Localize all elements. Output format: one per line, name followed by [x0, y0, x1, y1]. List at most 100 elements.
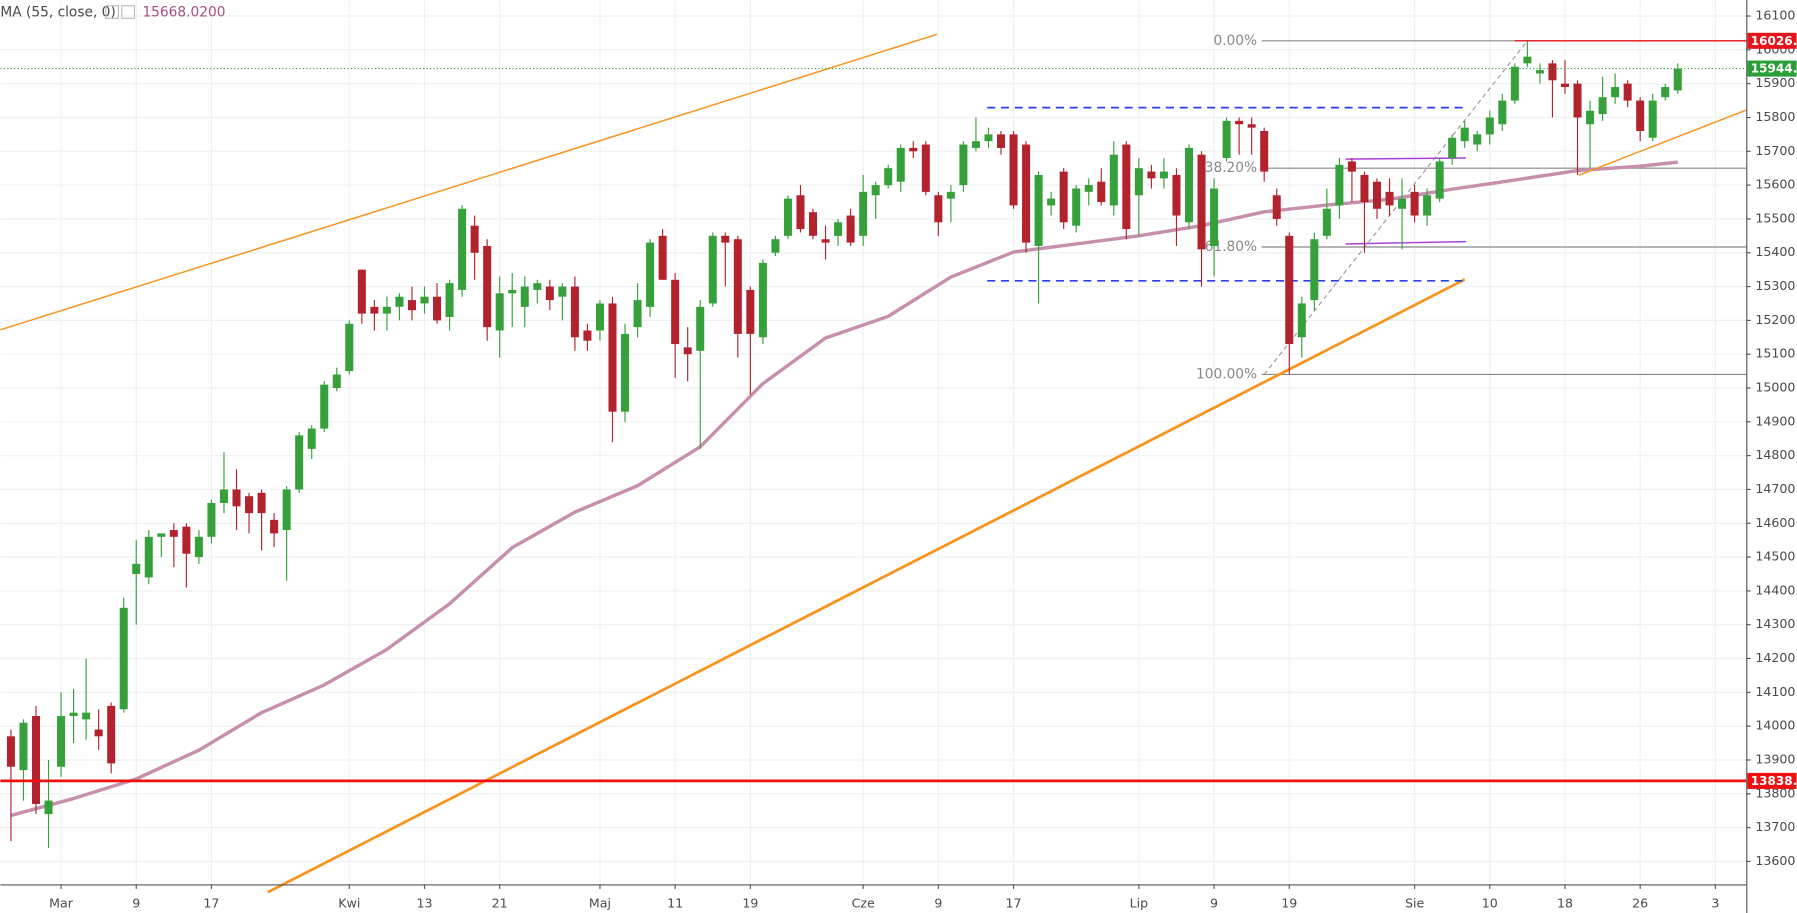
candle-body [107, 705, 116, 764]
y-tick-label: 14400 [1755, 582, 1795, 597]
candle-body [758, 262, 767, 338]
candle-body [307, 428, 316, 449]
x-tick-label: 17 [1006, 895, 1022, 910]
candle-body [1197, 154, 1206, 250]
y-tick-label: 13800 [1755, 785, 1795, 800]
candle-body [357, 269, 366, 314]
x-tick-label: 11 [667, 895, 683, 910]
candle-body [671, 279, 680, 345]
candle-body [633, 300, 642, 328]
candle-body [959, 144, 968, 186]
candle-body [1147, 171, 1156, 179]
candle-body [846, 215, 855, 243]
candle-body [1172, 174, 1181, 216]
grid [0, 0, 1747, 885]
trend-line [1345, 240, 1466, 245]
candle-body [1636, 100, 1645, 132]
y-tick-label: 14300 [1755, 616, 1795, 631]
candle-body [445, 283, 454, 317]
y-tick-label: 15400 [1755, 244, 1795, 259]
candle-body [1460, 127, 1469, 142]
candle-body [144, 536, 153, 578]
candle-body [508, 289, 517, 294]
candle-body [1661, 87, 1670, 98]
candle-body [1673, 68, 1682, 91]
candle-body [834, 222, 843, 236]
candle-body [783, 198, 792, 236]
y-tick-label: 14700 [1755, 481, 1795, 496]
settings-icon[interactable] [105, 5, 119, 19]
y-tick-label: 15300 [1755, 278, 1795, 293]
x-tick-label: Kwi [338, 895, 360, 910]
trend-line [1345, 157, 1466, 160]
candle-body [1159, 171, 1168, 179]
candle-body [996, 134, 1006, 148]
price-label: 13838.1 [1751, 774, 1797, 788]
candle-body [257, 492, 266, 514]
candle-body [194, 536, 203, 558]
x-tick-label: Mar [49, 895, 74, 910]
candle-body [370, 306, 379, 314]
plot: 0.00%38.20%61.80%100.00% [0, 33, 1747, 894]
candle-body [1623, 83, 1632, 101]
candle-body [245, 496, 254, 514]
x-tick-label: 21 [492, 895, 508, 910]
candle-body [1523, 56, 1532, 64]
candle-body [458, 208, 467, 290]
x-tick-label: Maj [589, 895, 611, 910]
candle-body [320, 384, 329, 429]
candle-body [708, 235, 717, 304]
candle-body [1285, 235, 1294, 345]
candle-body [219, 489, 228, 503]
y-tick-label: 15600 [1755, 177, 1795, 192]
candle-body [1410, 191, 1419, 216]
candle-body [733, 239, 742, 334]
x-tick-label: 9 [132, 895, 140, 910]
candle-body [1247, 124, 1256, 128]
candle-body [658, 235, 667, 280]
y-tick-label: 14500 [1755, 549, 1795, 564]
moving-average [10, 160, 1678, 818]
close-icon[interactable] [121, 5, 135, 19]
candle-body [69, 712, 78, 717]
y-tick-label: 13900 [1755, 751, 1795, 766]
candle-body [157, 533, 166, 537]
candle-body [1586, 110, 1595, 125]
y-tick-label: 13600 [1755, 853, 1795, 868]
y-tick-label: 15800 [1755, 109, 1795, 124]
y-tick-label: 15700 [1755, 143, 1795, 158]
candle-body [696, 306, 705, 351]
candle-body [1310, 239, 1319, 301]
candle-body [1360, 174, 1369, 203]
x-tick-label: 18 [1557, 895, 1573, 910]
candle-body [433, 296, 442, 321]
candle-body [332, 374, 341, 389]
candle-body [1297, 303, 1306, 338]
candle-body [270, 519, 279, 534]
x-tick-label: 9 [1210, 895, 1218, 910]
candle-body [1222, 120, 1231, 159]
candle-body [1322, 208, 1331, 236]
candle-body [558, 286, 567, 297]
candle-body [1435, 161, 1444, 199]
candle-body [420, 296, 429, 304]
candle-body [395, 296, 404, 307]
candle-body [1272, 195, 1281, 219]
x-tick-label: 3 [1711, 895, 1719, 910]
candle-body [646, 242, 655, 307]
candle-body [1485, 117, 1494, 135]
candle-body [207, 502, 216, 537]
candle-body [1498, 100, 1507, 125]
candle-body [1648, 100, 1657, 138]
candle-body [1598, 97, 1607, 115]
candle-body [984, 134, 993, 142]
candle-body [1260, 131, 1269, 172]
candle-body [1347, 161, 1356, 172]
candle-body [1573, 83, 1582, 118]
candle-body [859, 191, 868, 236]
candle-body [946, 191, 955, 199]
trend-line [1578, 109, 1747, 176]
candle-body [495, 293, 504, 331]
